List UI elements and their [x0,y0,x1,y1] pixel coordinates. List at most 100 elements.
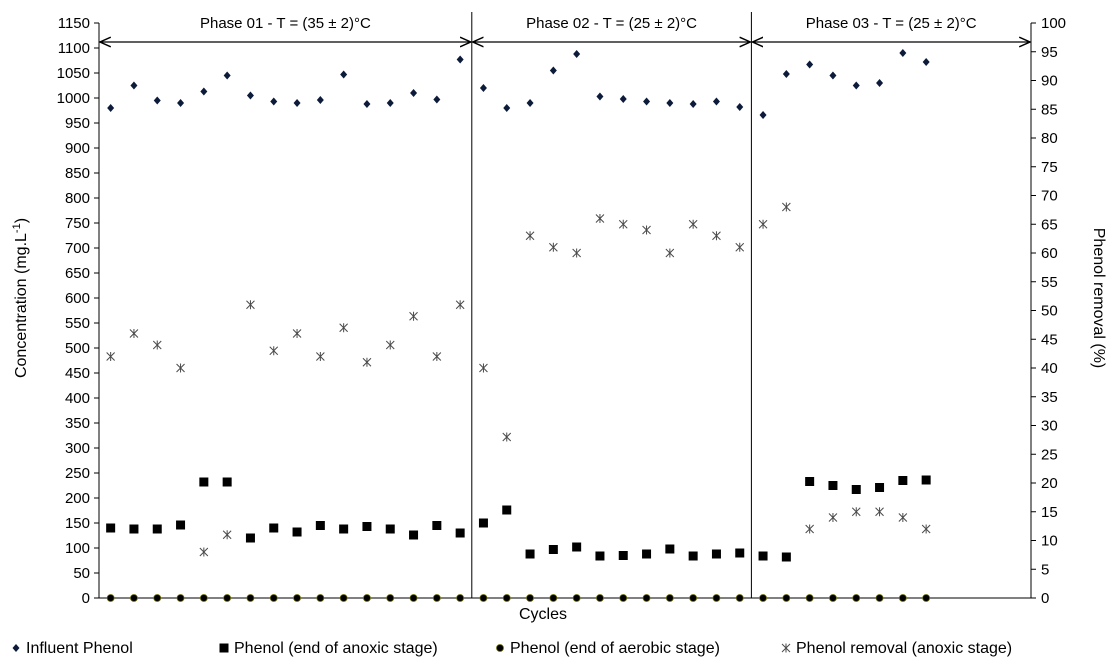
data-point [432,521,442,530]
data-point [129,524,139,534]
data-point [246,300,255,310]
data-point [665,248,675,258]
data-point [339,594,348,602]
data-point [596,594,604,602]
y-tick-label: 1000 [57,90,90,107]
data-point [269,346,279,356]
y-tick-label: 350 [65,415,90,432]
data-point [643,97,651,106]
data-point [222,477,232,487]
data-point [129,329,139,338]
y-tick-label: 650 [65,265,90,282]
data-point [293,594,301,602]
data-point [222,530,232,540]
data-point [642,594,651,602]
y-tick-label: 1100 [58,40,90,57]
data-point [828,513,838,522]
y2-tick-label: 40 [1041,360,1058,377]
data-point [759,594,767,602]
data-point [292,329,302,338]
data-point [549,66,557,75]
data-point [363,100,371,108]
data-point [619,95,627,103]
data-point [153,96,161,105]
data-point [712,594,721,602]
data-point [851,485,861,494]
data-point [548,545,558,554]
series-square [106,475,931,562]
y2-tick-label: 75 [1041,159,1058,176]
data-point [549,594,558,602]
data-point [292,527,302,537]
data-point [363,594,371,602]
data-marks [106,49,931,602]
data-point [362,357,372,367]
data-point [269,594,278,602]
data-point [852,81,860,90]
data-point [595,214,605,223]
data-point [456,594,465,602]
y-tick-label: 450 [65,365,90,382]
y2-tick-labels: 0 5 10 15 20 25 30 35 40 45 50 55 60 65 70 75 80 85 90 95 10… [1041,15,1066,607]
y2-tick-label: 5 [1041,561,1049,578]
data-point [409,530,419,540]
legend-label: Influent Phenol [26,640,133,657]
y-tick-label: 0 [82,590,90,607]
data-point [456,55,464,64]
y2-tick-label: 85 [1041,101,1058,118]
data-point [386,99,394,107]
series-star [106,202,931,557]
data-point [572,542,582,552]
data-point [875,483,885,492]
data-point [223,594,232,602]
y-tick-label: 800 [65,190,90,207]
y-tick-label: 600 [65,290,90,307]
data-point [736,103,744,111]
y2-tick-label: 50 [1041,303,1058,320]
y-tick-label: 1050 [57,65,90,82]
y2-tick-label: 0 [1041,590,1049,607]
data-point [502,594,511,602]
legend-label: Phenol (end of anoxic stage) [234,640,438,657]
data-point [409,594,418,602]
data-point [177,99,185,107]
y2-tick-label: 25 [1041,446,1058,463]
data-point [735,594,744,602]
data-point [106,352,116,361]
data-point [362,522,372,531]
data-point [245,533,255,543]
y-tick-label: 150 [65,515,90,532]
data-point [315,352,325,361]
data-point [432,352,442,361]
data-point [548,242,558,252]
data-point [642,225,651,235]
data-point [339,524,349,534]
data-point [525,231,535,241]
y-tick-label: 700 [65,240,90,257]
axes-group [94,22,1036,599]
data-point [829,71,837,80]
data-point [270,97,278,106]
data-point [782,70,790,78]
data-point [875,594,884,602]
data-point [735,242,745,252]
y2-axis-title: Phenol removal (%) [1090,228,1107,369]
y-tick-label: 250 [65,465,90,482]
data-point [665,544,675,554]
data-point [618,219,628,229]
data-point [572,594,581,602]
data-point [339,323,349,333]
phase-dividers: Phase 01 - T = (35 ± 2)°C Phase 02 - T = … [100,12,1030,598]
data-point [315,521,325,530]
y2-tick-label: 95 [1041,44,1058,61]
y-tick-label: 1150 [58,15,90,32]
data-point [432,594,441,602]
data-point [711,549,721,559]
legend-marker [781,643,791,653]
data-point [316,96,324,104]
y2-tick-label: 65 [1041,216,1058,233]
y-tick-label: 550 [65,315,90,332]
data-point [385,524,395,534]
y2-tick-label: 60 [1041,245,1058,262]
